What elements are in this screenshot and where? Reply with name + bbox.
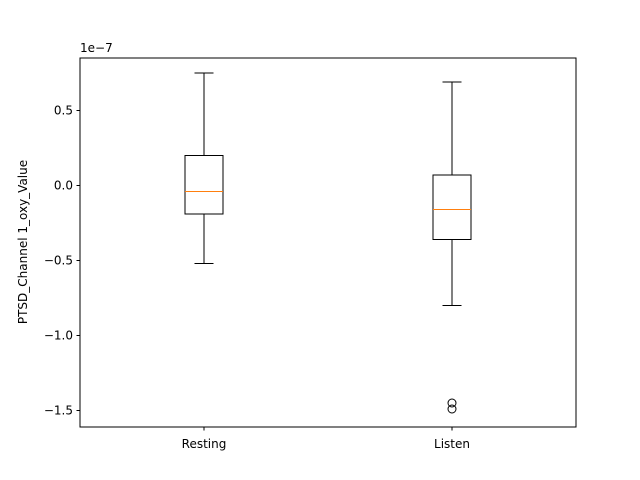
plot-frame [79,57,577,428]
y-axis-label: PTSD_Channel 1_oxy_Value [16,160,30,324]
y-axis: −1.5 −1.0 −0.5 0.0 0.5 [44,104,80,418]
outlier-point [447,404,457,414]
box-group-listen [432,81,472,414]
box [184,155,224,215]
y-tick-label: 0.5 [54,104,73,118]
y-offset-label: 1e−7 [80,41,113,55]
outlier-point [447,398,457,408]
box-marks [184,72,472,414]
y-tick-label: −1.0 [44,329,73,343]
x-axis: Resting Listen [182,427,470,451]
y-tick-label: 0.0 [54,179,73,193]
box-group-resting [184,72,224,264]
box [432,174,472,240]
x-tick-label: Resting [182,437,227,451]
plot-area [80,58,576,427]
y-tick-label: −0.5 [44,254,73,268]
y-tick-label: −1.5 [44,404,73,418]
x-tick-label: Listen [434,437,470,451]
